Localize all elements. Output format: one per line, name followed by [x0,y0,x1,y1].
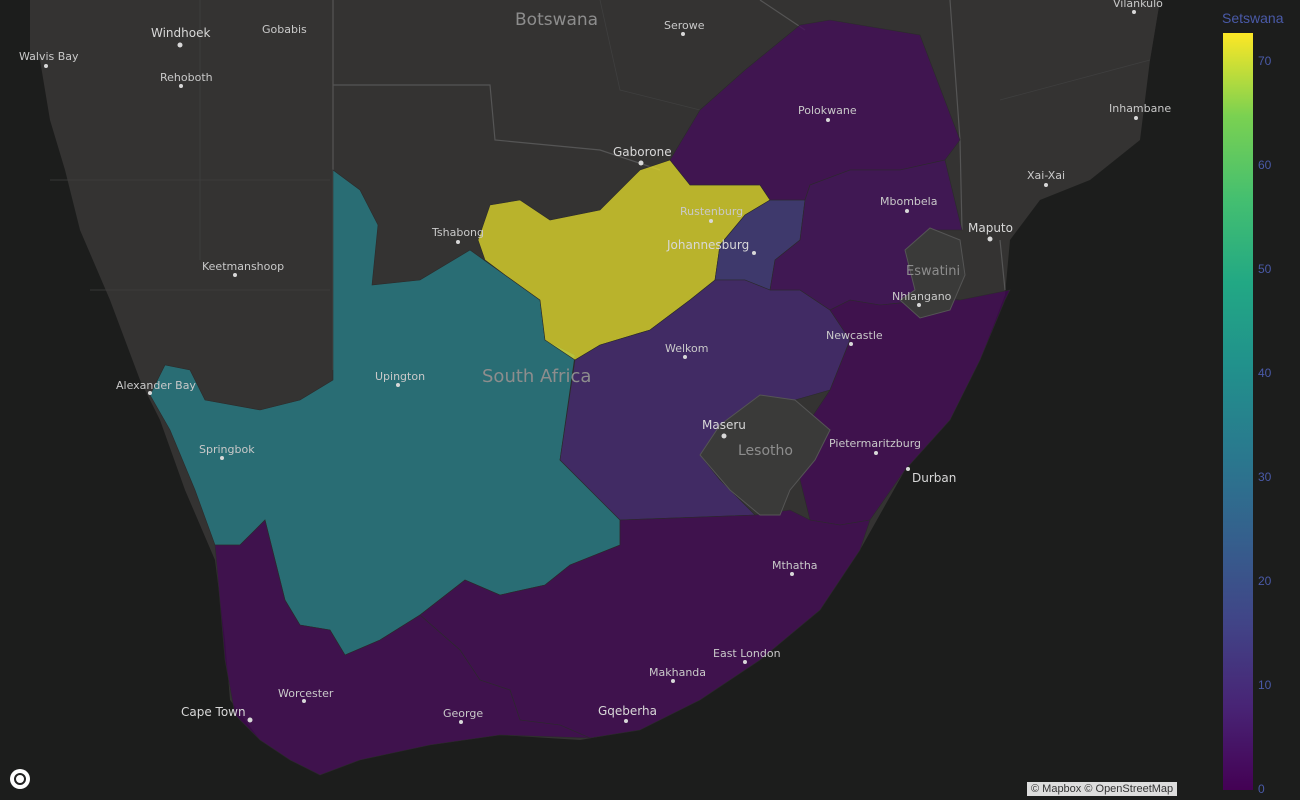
city-dot-maputo [987,236,993,242]
colorbar-title: Setswana [1222,10,1284,26]
city-dot-springbok [220,456,224,460]
city-label-welkom: Welkom [665,342,708,355]
mapbox-logo-icon[interactable] [10,769,30,789]
country-label-south-africa: South Africa [482,366,591,387]
city-label-walvis-bay: Walvis Bay [19,50,79,63]
city-dot-gaborone [638,160,644,166]
city-dot-keetmanshoop [233,273,237,277]
city-dot-upington [396,383,400,387]
country-label-botswana: Botswana [515,10,598,30]
city-dot-johannesburg [752,251,756,255]
city-label-upington: Upington [375,370,425,383]
city-dot-vilankulo [1132,10,1136,14]
city-label-mbombela: Mbombela [880,195,937,208]
city-label-george: George [443,707,483,720]
city-dot-welkom [683,355,687,359]
city-dot-nhlangano [917,303,921,307]
colorbar [1223,33,1253,790]
city-label-vilankulo: Vilankulo [1113,0,1163,10]
city-dot-newcastle [849,342,853,346]
city-label-polokwane: Polokwane [798,104,857,117]
city-dot-durban [906,467,910,471]
city-dot-rustenburg [709,219,713,223]
city-dot-alexander-bay [148,391,152,395]
city-label-worcester: Worcester [278,687,334,700]
city-label-pietermaritzburg: Pietermaritzburg [829,437,921,450]
country-label-eswatini: Eswatini [906,264,960,279]
city-label-gqeberha: Gqeberha [598,704,657,718]
city-dot-rehoboth [179,84,183,88]
province-western-cape[interactable] [214,519,591,776]
city-dot-east-london [743,660,747,664]
city-label-mthatha: Mthatha [772,559,818,572]
city-label-east-london: East London [713,647,781,660]
city-label-windhoek: Windhoek [151,26,210,40]
city-label-newcastle: Newcastle [826,329,883,342]
city-label-nhlangano: Nhlangano [892,290,952,303]
colorbar-tick-10: 10 [1258,678,1272,692]
city-dot-makhanda [671,679,675,683]
city-dot-gqeberha [624,719,628,723]
city-label-maputo: Maputo [968,221,1013,235]
city-label-makhanda: Makhanda [649,666,706,679]
lesotho-area [699,394,831,516]
city-label-xai-xai: Xai-Xai [1027,169,1065,182]
eswatini-area [899,227,966,319]
city-label-keetmanshoop: Keetmanshoop [202,260,284,273]
city-label-maseru: Maseru [702,418,746,432]
provinces [149,19,1011,776]
country-borders-minor [50,0,1151,291]
city-label-serowe: Serowe [664,19,705,32]
city-dot-maseru [721,433,727,439]
city-markers [44,10,1138,724]
city-dot-pietermaritzburg [874,451,878,455]
city-label-gobabis: Gobabis [262,23,307,36]
city-label-cape-town: Cape Town [181,705,246,719]
city-label-springbok: Springbok [199,443,255,456]
city-dot-worcester [302,699,306,703]
city-label-alexander-bay: Alexander Bay [116,379,196,392]
city-dot-serowe [681,32,685,36]
city-dot-walvis-bay [44,64,48,68]
colorbar-tick-0: 0 [1258,782,1265,796]
city-dot-windhoek [177,42,183,48]
city-dot-inhambane [1134,116,1138,120]
city-dot-mbombela [905,209,909,213]
colorbar-tick-60: 60 [1258,158,1272,172]
city-dot-polokwane [826,118,830,122]
colorbar-tick-70: 70 [1258,54,1272,68]
city-dot-xai-xai [1044,183,1048,187]
country-label-lesotho: Lesotho [738,443,793,459]
city-dot-tshabong [456,240,460,244]
city-label-inhambane: Inhambane [1109,102,1171,115]
map-attribution[interactable]: © Mapbox © OpenStreetMap [1027,782,1178,796]
city-labels: Windhoek Gobabis Walvis Bay Rehoboth Ser… [19,0,1171,720]
city-label-durban: Durban [912,471,956,485]
city-label-gaborone: Gaborone [613,145,672,159]
city-label-rehoboth: Rehoboth [160,71,213,84]
city-label-tshabong: Tshabong [431,226,484,239]
city-dot-mthatha [790,572,794,576]
city-dot-cape-town [247,717,253,723]
colorbar-tick-40: 40 [1258,366,1272,380]
colorbar-tick-30: 30 [1258,470,1272,484]
city-label-johannesburg: Johannesburg [666,238,749,252]
city-dot-george [459,720,463,724]
colorbar-tick-50: 50 [1258,262,1272,276]
city-label-rustenburg: Rustenburg [680,205,743,218]
colorbar-tick-20: 20 [1258,574,1272,588]
